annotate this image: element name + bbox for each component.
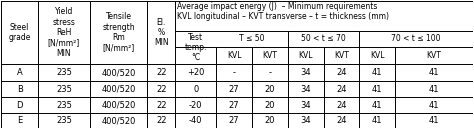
Text: 34: 34	[301, 68, 311, 77]
Text: 41: 41	[372, 116, 383, 125]
Text: 22: 22	[156, 68, 167, 77]
Text: 400/520: 400/520	[101, 68, 136, 77]
Text: 20: 20	[264, 116, 275, 125]
Text: KVT: KVT	[263, 51, 277, 60]
Text: A: A	[17, 68, 22, 77]
Text: 24: 24	[336, 68, 346, 77]
Text: 41: 41	[428, 116, 439, 125]
Text: +20: +20	[187, 68, 204, 77]
Text: 41: 41	[428, 68, 439, 77]
Text: 41: 41	[428, 85, 439, 94]
Text: -: -	[233, 68, 236, 77]
Text: KVL: KVL	[227, 51, 241, 60]
Text: 0: 0	[193, 85, 198, 94]
Text: 50 < t ≤ 70: 50 < t ≤ 70	[301, 34, 346, 44]
Text: 20: 20	[264, 85, 275, 94]
Text: 235: 235	[56, 85, 72, 94]
Text: KVT: KVT	[427, 51, 441, 60]
Text: KVT: KVT	[334, 51, 349, 60]
Text: 41: 41	[372, 68, 383, 77]
Text: 27: 27	[228, 101, 239, 110]
Text: 400/520: 400/520	[101, 101, 136, 110]
Text: 34: 34	[301, 116, 311, 125]
Text: E: E	[17, 116, 22, 125]
Text: Yield
stress
ReH
[N/mm²]
MIN: Yield stress ReH [N/mm²] MIN	[48, 7, 80, 58]
Text: Steel
grade: Steel grade	[9, 23, 31, 42]
Text: 70 < t ≤ 100: 70 < t ≤ 100	[392, 34, 441, 44]
Text: KVL: KVL	[299, 51, 313, 60]
Text: 34: 34	[301, 85, 311, 94]
Text: 22: 22	[156, 101, 167, 110]
Text: 235: 235	[56, 68, 72, 77]
Text: Test
temp.
°C: Test temp. °C	[184, 33, 207, 62]
Text: 41: 41	[372, 85, 383, 94]
Text: -: -	[268, 68, 271, 77]
Text: -20: -20	[189, 101, 202, 110]
Text: KVL: KVL	[370, 51, 384, 60]
Text: 400/520: 400/520	[101, 116, 136, 125]
Text: 22: 22	[156, 116, 167, 125]
Text: 235: 235	[56, 101, 72, 110]
Text: 22: 22	[156, 85, 167, 94]
Text: -40: -40	[189, 116, 202, 125]
Text: 235: 235	[56, 116, 72, 125]
Text: 20: 20	[264, 101, 275, 110]
Text: 27: 27	[228, 116, 239, 125]
Text: 24: 24	[336, 116, 346, 125]
Text: 400/520: 400/520	[101, 85, 136, 94]
Text: Tensile
strength
Rm
[N/mm²]: Tensile strength Rm [N/mm²]	[102, 12, 135, 53]
Text: D: D	[17, 101, 23, 110]
Text: 27: 27	[228, 85, 239, 94]
Text: T ≤ 50: T ≤ 50	[239, 34, 264, 44]
Text: Average impact energy (J)  – Minimum requirements
KVL longitudinal – KVT transve: Average impact energy (J) – Minimum requ…	[177, 2, 389, 21]
Text: 24: 24	[336, 85, 346, 94]
Text: El.
%
MIN: El. % MIN	[154, 18, 169, 47]
Text: 34: 34	[301, 101, 311, 110]
Text: 41: 41	[372, 101, 383, 110]
Text: 24: 24	[336, 101, 346, 110]
Text: 41: 41	[428, 101, 439, 110]
Text: B: B	[17, 85, 23, 94]
